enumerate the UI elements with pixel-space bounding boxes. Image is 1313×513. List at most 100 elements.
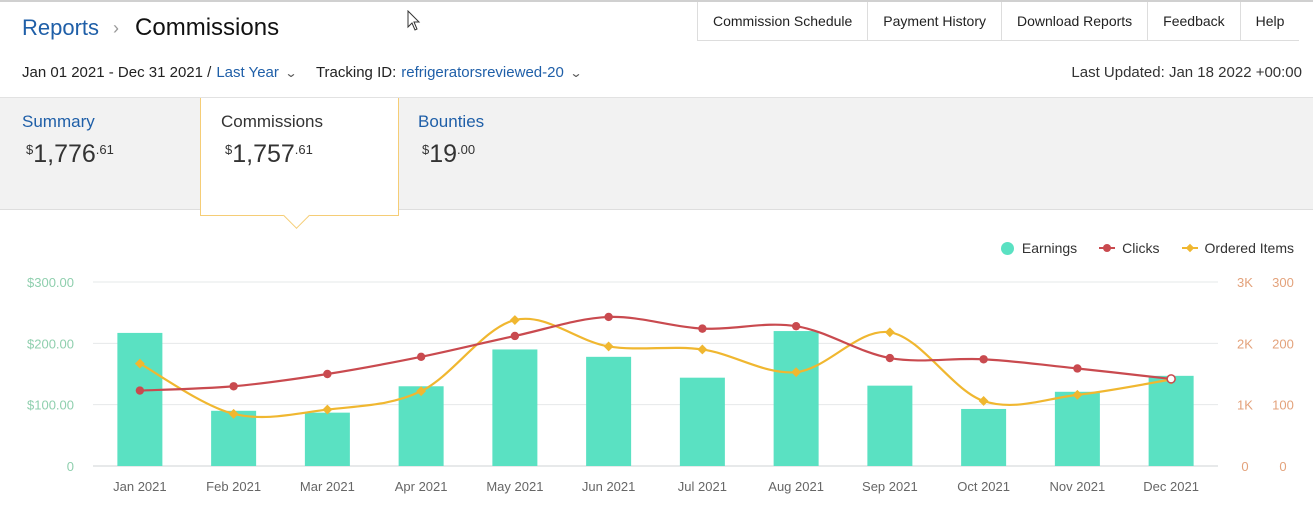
- point-ordered-items: [228, 408, 239, 419]
- x-tick-label: Jun 2021: [582, 479, 636, 494]
- point-ordered-items: [509, 315, 520, 325]
- tab-bounties-label: Bounties: [418, 112, 485, 131]
- bar-earnings: [867, 385, 913, 466]
- legend-ordered-items[interactable]: Ordered Items: [1181, 240, 1294, 256]
- x-tick-label: May 2021: [486, 479, 543, 494]
- point-clicks: [135, 386, 145, 395]
- legend-earnings[interactable]: Earnings: [1000, 240, 1078, 256]
- point-clicks: [416, 352, 426, 362]
- download-reports-link[interactable]: Download Reports: [1002, 2, 1149, 40]
- mouse-pointer-icon: [407, 10, 421, 31]
- x-tick-label: Jan 2021: [113, 479, 167, 494]
- help-link[interactable]: Help: [1255, 13, 1285, 29]
- last-updated: Last Updated: Jan 18 2022 +00:00: [1071, 64, 1302, 81]
- x-tick-label: Feb 2021: [206, 479, 261, 494]
- tab-commissions[interactable]: Commissions $1,757.61: [200, 98, 399, 216]
- ordered-items-swatch-icon: [1181, 243, 1198, 253]
- date-range: Jan 01 2021 - Dec 31 2021 /: [22, 64, 212, 81]
- period-dropdown[interactable]: Last Year: [216, 64, 279, 81]
- x-tick-label: Dec 2021: [1143, 479, 1199, 494]
- tab-commissions-label: Commissions: [221, 112, 324, 131]
- tab-summary-amount: $1,776.61: [26, 140, 114, 168]
- x-tick-label: Sep 2021: [862, 479, 918, 494]
- tracking-id-dropdown[interactable]: refrigeratorsreviewed-20: [401, 64, 564, 81]
- bar-earnings: [1148, 375, 1194, 466]
- chevron-down-icon[interactable]: ⌄: [284, 65, 298, 80]
- point-clicks: [1073, 364, 1082, 373]
- earnings-chart: 0 0 0 $100.00 1K 100 $200.00 2K 200 $300.00 3K 300 J…: [27, 275, 1294, 494]
- bar-earnings: [586, 356, 632, 466]
- point-clicks: [604, 312, 613, 322]
- breadcrumb-separator: ›: [113, 17, 120, 38]
- point-clicks: [979, 355, 988, 364]
- x-tick-label: Mar 2021: [300, 479, 355, 494]
- bar-earnings: [1054, 391, 1100, 466]
- point-ordered-items: [791, 367, 802, 378]
- x-tick-label: Aug 2021: [768, 479, 824, 494]
- x-tick-label: Jul 2021: [678, 479, 727, 494]
- y-right-items-tick-label: 300: [1272, 275, 1294, 290]
- chart-legend: Earnings Clicks Ordered Items: [979, 240, 1294, 256]
- tab-bounties-amount: $19.00: [422, 140, 476, 168]
- commission-schedule-link[interactable]: Commission Schedule: [698, 2, 869, 40]
- point-ordered-items: [603, 341, 614, 352]
- chevron-down-icon[interactable]: ⌄: [569, 65, 583, 80]
- bar-earnings: [773, 331, 819, 466]
- bar-earnings: [211, 410, 257, 466]
- legend-ordered-items-label: Ordered Items: [1204, 240, 1294, 256]
- bar-earnings: [961, 408, 1007, 466]
- tracking-id-label: Tracking ID:: [315, 64, 397, 81]
- point-clicks: [323, 369, 332, 379]
- breadcrumb-reports-link[interactable]: Reports: [22, 15, 100, 40]
- point-clicks: [1166, 374, 1176, 384]
- top-navigation: Commission Schedule Payment History Down…: [697, 2, 1300, 41]
- page-title: Commissions: [135, 14, 280, 41]
- y-right-items-tick-label: 100: [1272, 398, 1294, 413]
- filter-bar: Jan 01 2021 - Dec 31 2021 / Last Year ⌄ …: [22, 64, 583, 81]
- point-clicks: [698, 324, 707, 333]
- point-ordered-items: [1072, 389, 1083, 400]
- tab-summary[interactable]: Summary $1,776.61: [0, 98, 200, 209]
- legend-clicks[interactable]: Clicks: [1099, 240, 1160, 256]
- summary-tabs: Summary $1,776.61 Commissions $1,757.61 …: [0, 97, 1313, 216]
- tab-summary-label: Summary: [22, 112, 95, 131]
- line-ordered-items: [139, 317, 1172, 419]
- clicks-swatch-icon: [1099, 244, 1116, 252]
- y-right-clicks-tick-label: 2K: [1237, 336, 1253, 351]
- window-top-border: [0, 0, 1313, 2]
- tab-bounties[interactable]: Bounties $19.00: [396, 98, 596, 209]
- y-right-items-tick-label: 200: [1272, 336, 1294, 351]
- point-ordered-items: [697, 344, 708, 355]
- bar-earnings: [398, 386, 444, 466]
- bar-earnings: [492, 349, 538, 466]
- y-right-clicks-tick-label: 1K: [1237, 398, 1253, 413]
- point-clicks: [229, 382, 238, 391]
- point-ordered-items: [884, 327, 895, 338]
- point-clicks: [510, 331, 520, 341]
- earnings-swatch-icon: [1000, 241, 1014, 255]
- breadcrumb: Reports › Commissions: [22, 14, 279, 42]
- y-left-tick-label: 0: [67, 459, 74, 474]
- tab-commissions-amount: $1,757.61: [225, 140, 313, 168]
- y-left-tick-label: $300.00: [27, 275, 74, 290]
- bar-earnings: [117, 332, 163, 466]
- line-clicks: [139, 315, 1172, 392]
- y-right-items-tick-label: 0: [1279, 459, 1286, 474]
- x-tick-label: Apr 2021: [395, 479, 448, 494]
- x-tick-label: Nov 2021: [1050, 479, 1106, 494]
- point-clicks: [885, 353, 895, 363]
- bar-earnings: [304, 412, 350, 466]
- x-tick-label: Oct 2021: [957, 479, 1010, 494]
- payment-history-link[interactable]: Payment History: [868, 2, 1002, 40]
- point-ordered-items: [978, 396, 989, 406]
- y-left-tick-label: $200.00: [27, 336, 74, 351]
- point-clicks: [791, 321, 801, 331]
- legend-clicks-label: Clicks: [1122, 240, 1160, 256]
- y-left-tick-label: $100.00: [27, 398, 74, 413]
- y-right-clicks-tick-label: 3K: [1237, 275, 1253, 290]
- feedback-link[interactable]: Feedback: [1148, 2, 1241, 40]
- point-ordered-items: [134, 358, 145, 369]
- y-right-clicks-tick-label: 0: [1241, 459, 1248, 474]
- bar-earnings: [679, 377, 725, 466]
- legend-earnings-label: Earnings: [1021, 240, 1078, 256]
